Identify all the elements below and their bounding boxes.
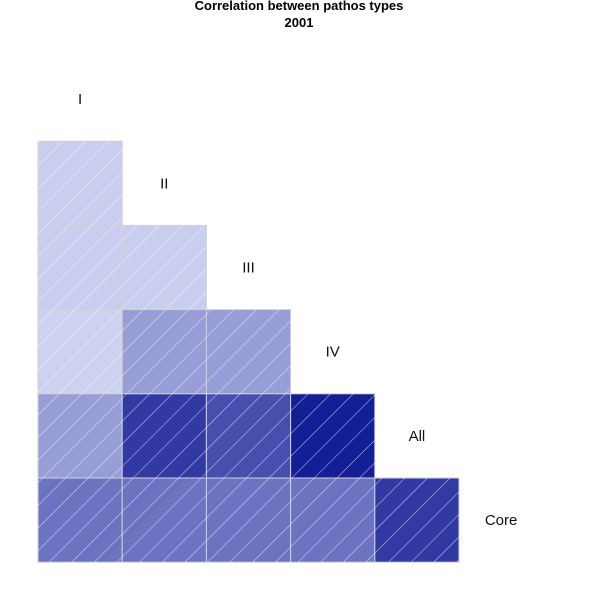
heatmap-cell-hatch xyxy=(122,309,207,394)
heatmap-cell-iii-i xyxy=(37,224,123,311)
variable-label-all: All xyxy=(409,428,426,445)
heatmap-cell-core-iii xyxy=(205,477,292,563)
heatmap-cell-iv-ii xyxy=(121,309,207,395)
heatmap-cell-core-all xyxy=(374,477,460,563)
heatmap-cell-iv-iii xyxy=(205,309,292,395)
heatmap-cell-hatch xyxy=(290,393,375,478)
heatmap-cell-all-iii xyxy=(205,393,292,479)
heatmap-cell-all-ii xyxy=(121,393,207,479)
heatmap-cell-hatch xyxy=(122,225,207,310)
variable-label-core: Core xyxy=(485,512,518,529)
heatmap-cell-all-iv xyxy=(290,393,376,479)
heatmap-cell-hatch xyxy=(38,141,123,226)
heatmap-cell-hatch xyxy=(122,478,207,563)
heatmap-cell-iii-ii xyxy=(121,224,207,311)
heatmap-cell-iv-i xyxy=(37,309,123,395)
heatmap-cell-ii-i xyxy=(37,140,123,226)
heatmap-cell-hatch xyxy=(38,225,123,310)
heatmap-cell-hatch xyxy=(290,478,375,563)
heatmap-cell-hatch xyxy=(122,393,207,478)
chart-title: Correlation between pathos types xyxy=(195,0,404,13)
heatmap-cell-all-i xyxy=(37,393,123,479)
heatmap-cell-hatch xyxy=(206,478,291,563)
heatmap-cell-hatch xyxy=(38,393,123,478)
heatmap-cell-core-iv xyxy=(290,477,376,563)
variable-label-i: I xyxy=(78,91,82,108)
variable-label-iii: III xyxy=(242,260,255,277)
heatmap-cell-hatch xyxy=(374,478,459,563)
chart-subtitle: 2001 xyxy=(285,15,314,30)
heatmap-cell-core-ii xyxy=(121,477,207,563)
heatmap-cell-core-i xyxy=(37,477,123,563)
variable-label-iv: IV xyxy=(326,344,340,361)
heatmap-cell-hatch xyxy=(38,309,123,394)
variable-label-ii: II xyxy=(160,175,168,192)
heatmap-cell-hatch xyxy=(206,393,291,478)
heatmap-cell-hatch xyxy=(38,478,123,563)
heatmap-cell-hatch xyxy=(206,309,291,394)
heatmap-cells xyxy=(37,140,460,563)
